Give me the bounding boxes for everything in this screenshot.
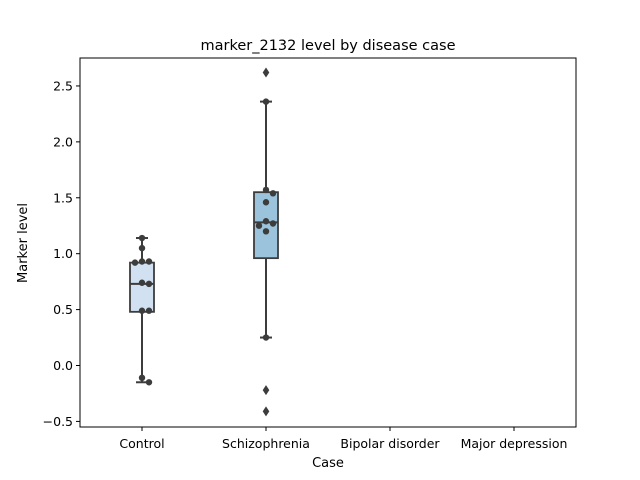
y-tick-label: 2.5 — [53, 78, 73, 93]
data-point — [138, 244, 146, 252]
axes-frame — [79, 57, 577, 428]
data-point — [262, 186, 270, 194]
data-point — [138, 258, 146, 265]
x-tick-label: Major depression — [461, 436, 568, 451]
data-point — [138, 374, 146, 381]
outlier-marker — [262, 385, 270, 396]
data-point — [262, 199, 270, 206]
x-axis: Control Schizophrenia Bipolar disorder Majo… — [119, 427, 567, 451]
y-axis-label: Marker level — [16, 203, 31, 283]
data-point — [269, 190, 277, 197]
data-point — [131, 259, 139, 266]
data-point — [255, 222, 263, 229]
data-point — [145, 307, 153, 314]
data-point — [269, 220, 277, 227]
box-group — [129, 234, 155, 386]
outlier-marker — [262, 67, 270, 78]
data-point — [262, 98, 270, 105]
y-axis: −0.5 0.0 0.5 1.0 1.5 2.0 2.5 — [43, 78, 80, 429]
data-point — [145, 258, 153, 265]
x-tick-label: Schizophrenia — [222, 436, 310, 451]
data-point — [262, 334, 270, 341]
data-point — [138, 279, 146, 286]
y-tick-label: 1.0 — [53, 246, 73, 261]
y-tick-label: −0.5 — [43, 414, 73, 429]
data-point — [138, 234, 146, 242]
y-tick-label: 2.0 — [53, 134, 73, 149]
y-tick-label: 0.5 — [53, 302, 73, 317]
data-point — [262, 228, 270, 235]
x-tick-label: Bipolar disorder — [340, 436, 440, 451]
y-tick-label: 1.5 — [53, 190, 73, 205]
plot-area — [129, 67, 279, 417]
data-point — [138, 307, 146, 314]
box-body — [129, 261, 155, 313]
box-group — [253, 67, 279, 417]
x-axis-label: Case — [312, 456, 344, 471]
y-tick-label: 0.0 — [53, 358, 73, 373]
chart-title: marker_2132 level by disease case — [201, 38, 456, 54]
data-point — [145, 280, 153, 288]
outlier-marker — [262, 406, 270, 417]
x-tick-label: Control — [119, 436, 164, 451]
data-point — [145, 379, 153, 386]
data-point — [262, 218, 270, 225]
